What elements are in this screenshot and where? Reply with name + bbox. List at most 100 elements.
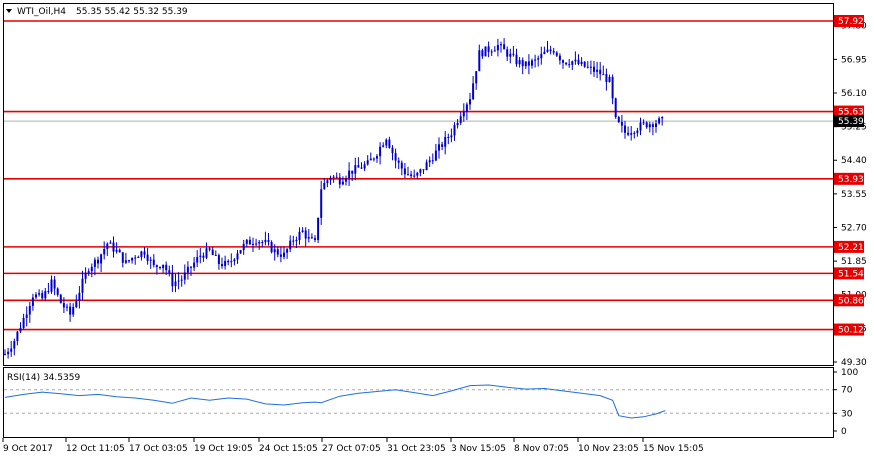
level-tag bbox=[834, 294, 864, 307]
time-tick-label: 17 Oct 03:05 bbox=[129, 444, 188, 454]
candle-body bbox=[81, 278, 84, 293]
candle-body bbox=[149, 259, 152, 261]
candle-body bbox=[180, 279, 183, 281]
current-price-tag bbox=[834, 115, 864, 128]
candle-body bbox=[531, 60, 533, 66]
chart-symbol: WTI_Oil,H4 bbox=[17, 7, 66, 17]
candle-body bbox=[602, 74, 605, 76]
candle-body bbox=[279, 254, 282, 257]
candle-body bbox=[131, 257, 134, 261]
time-tick-label: 8 Nov 07:05 bbox=[514, 444, 569, 454]
candle-body bbox=[388, 139, 391, 148]
candle-body bbox=[199, 255, 202, 257]
candle-body bbox=[403, 168, 406, 175]
level-tag-label: 57.92 bbox=[838, 17, 864, 27]
candle-body bbox=[298, 231, 301, 241]
candle-body bbox=[335, 176, 338, 178]
candle-body bbox=[270, 242, 273, 253]
candle-body bbox=[540, 53, 543, 59]
candle-body bbox=[379, 146, 382, 157]
candle-body bbox=[425, 162, 428, 171]
price-tick-label: 53.55 bbox=[841, 190, 867, 200]
time-tick-label: 9 Oct 2017 bbox=[3, 444, 53, 454]
rsi-panel-frame bbox=[3, 367, 834, 438]
candle-body bbox=[109, 242, 112, 244]
candle-body bbox=[385, 139, 388, 146]
candle-body bbox=[245, 239, 248, 244]
candle-body bbox=[276, 249, 279, 255]
candle-body bbox=[267, 239, 270, 243]
candle-body bbox=[106, 243, 109, 249]
candle-body bbox=[134, 257, 137, 259]
time-tick-label: 31 Oct 23:05 bbox=[387, 444, 446, 454]
candle-body bbox=[478, 50, 481, 72]
candle-body bbox=[255, 243, 258, 245]
candle-body bbox=[317, 217, 320, 240]
candle-body bbox=[118, 249, 121, 253]
candle-body bbox=[487, 46, 490, 52]
candle-body bbox=[59, 294, 62, 304]
candle-body bbox=[434, 150, 437, 161]
candle-body bbox=[416, 172, 419, 176]
candle-body bbox=[292, 240, 295, 242]
candle-body bbox=[177, 280, 180, 282]
candle-body bbox=[562, 60, 564, 63]
candle-body bbox=[314, 238, 316, 240]
candle-body bbox=[596, 69, 599, 72]
candle-body bbox=[639, 122, 642, 131]
candle-body bbox=[183, 272, 186, 280]
level-tag bbox=[834, 15, 864, 27]
candle-body bbox=[50, 279, 53, 292]
candle-body bbox=[90, 266, 93, 272]
time-tick-label: 27 Oct 07:05 bbox=[322, 444, 381, 454]
candle-body bbox=[326, 180, 329, 183]
candle-body bbox=[174, 281, 177, 287]
candle-body bbox=[546, 49, 549, 52]
candle-body bbox=[593, 66, 595, 72]
candle-body bbox=[97, 259, 99, 264]
candle-body bbox=[103, 248, 106, 255]
candle-body bbox=[310, 237, 313, 239]
candle-body bbox=[261, 242, 264, 244]
candle-body bbox=[583, 61, 586, 67]
candle-body bbox=[580, 61, 583, 64]
candle-body bbox=[462, 111, 465, 117]
candle-body bbox=[431, 160, 434, 162]
candle-body bbox=[115, 249, 118, 252]
candle-body bbox=[469, 99, 471, 105]
candle-body bbox=[512, 53, 515, 55]
time-tick-label: 12 Oct 11:05 bbox=[66, 444, 125, 454]
rsi-tick-label: 30 bbox=[841, 409, 853, 419]
candle-body bbox=[7, 351, 10, 355]
candle-body bbox=[66, 306, 68, 308]
candle-body bbox=[25, 314, 28, 318]
candle-body bbox=[100, 254, 103, 264]
candle-body bbox=[503, 44, 506, 50]
candle-body bbox=[366, 160, 369, 165]
candle-body bbox=[72, 307, 75, 315]
candle-body bbox=[614, 98, 617, 118]
candle-body bbox=[661, 116, 664, 119]
candle-body bbox=[13, 341, 16, 349]
candle-body bbox=[236, 253, 239, 260]
candle-body bbox=[38, 293, 41, 295]
candle-body bbox=[506, 49, 509, 57]
candle-body bbox=[307, 237, 310, 239]
candle-body bbox=[543, 51, 546, 54]
candle-body bbox=[227, 260, 230, 263]
candle-body bbox=[410, 174, 413, 177]
candle-body bbox=[658, 118, 661, 124]
candle-body bbox=[143, 251, 146, 255]
candle-body bbox=[391, 147, 394, 154]
candle-body bbox=[273, 249, 276, 253]
level-tag-label: 52.21 bbox=[838, 243, 864, 253]
candle-body bbox=[128, 260, 130, 262]
candle-body bbox=[202, 255, 205, 258]
candle-body bbox=[527, 61, 530, 66]
triangle-down-icon[interactable] bbox=[6, 9, 12, 13]
candle-body bbox=[496, 44, 499, 51]
candle-body bbox=[248, 239, 251, 245]
candle-body bbox=[589, 66, 592, 68]
candle-body bbox=[345, 178, 347, 182]
